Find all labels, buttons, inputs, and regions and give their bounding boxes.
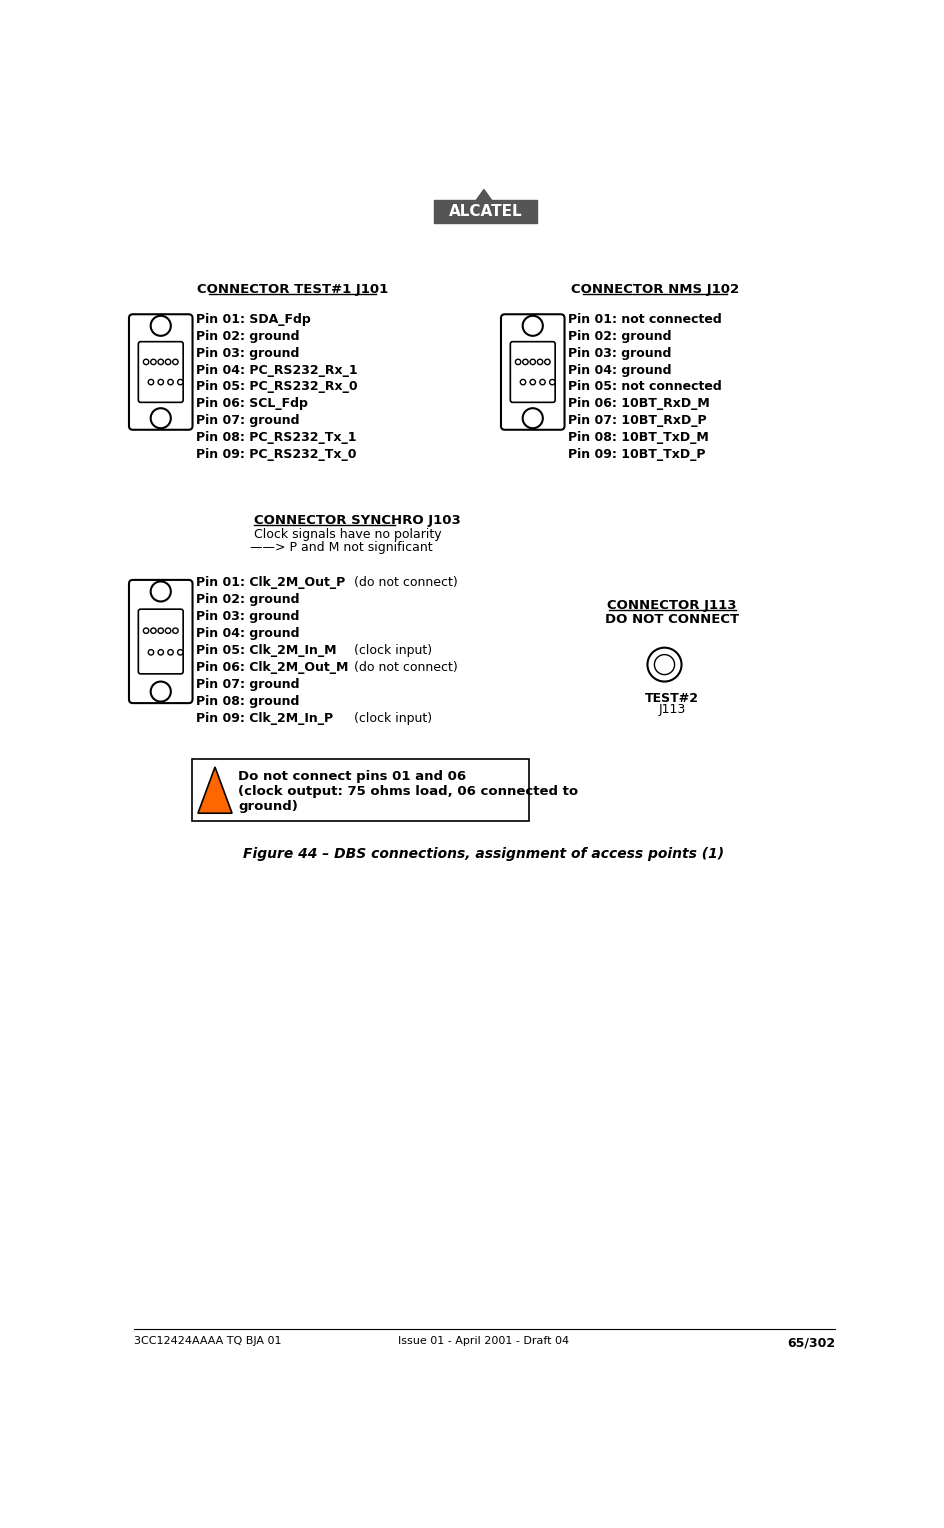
- Circle shape: [654, 654, 674, 675]
- Text: Pin 06: Clk_2M_Out_M: Pin 06: Clk_2M_Out_M: [195, 660, 347, 674]
- Text: J113: J113: [658, 703, 685, 717]
- Text: Pin 01: not connected: Pin 01: not connected: [567, 313, 720, 325]
- Bar: [192, 759, 529, 821]
- Circle shape: [520, 379, 525, 385]
- Text: Clock signals have no polarity: Clock signals have no polarity: [249, 529, 441, 541]
- Text: Pin 05: PC_RS232_Rx_0: Pin 05: PC_RS232_Rx_0: [195, 380, 357, 394]
- Text: Pin 01: Clk_2M_Out_P: Pin 01: Clk_2M_Out_P: [195, 576, 345, 590]
- Text: DO NOT CONNECT: DO NOT CONNECT: [604, 613, 738, 626]
- Text: Pin 04: PC_RS232_Rx_1: Pin 04: PC_RS232_Rx_1: [195, 364, 357, 376]
- Text: ——> P and M not significant: ——> P and M not significant: [249, 541, 432, 553]
- Circle shape: [539, 379, 545, 385]
- Circle shape: [522, 359, 528, 365]
- Circle shape: [647, 648, 681, 681]
- Circle shape: [514, 359, 520, 365]
- Circle shape: [158, 359, 163, 365]
- Text: Pin 01: SDA_Fdp: Pin 01: SDA_Fdp: [195, 313, 310, 325]
- Circle shape: [530, 359, 535, 365]
- Circle shape: [150, 681, 171, 701]
- Circle shape: [158, 649, 163, 656]
- Text: Pin 08: PC_RS232_Tx_1: Pin 08: PC_RS232_Tx_1: [195, 431, 356, 445]
- Circle shape: [549, 379, 554, 385]
- FancyBboxPatch shape: [128, 315, 193, 429]
- FancyBboxPatch shape: [500, 315, 564, 429]
- Circle shape: [165, 628, 171, 634]
- Circle shape: [148, 649, 154, 656]
- Text: CONNECTOR TEST#1 J101: CONNECTOR TEST#1 J101: [196, 284, 388, 296]
- Circle shape: [158, 628, 163, 634]
- Text: Pin 02: ground: Pin 02: ground: [195, 330, 299, 342]
- Text: Pin 05: not connected: Pin 05: not connected: [567, 380, 720, 394]
- Polygon shape: [197, 767, 232, 813]
- Text: 65/302: 65/302: [786, 1335, 834, 1349]
- Circle shape: [158, 379, 163, 385]
- Text: (do not connect): (do not connect): [354, 576, 458, 590]
- Circle shape: [150, 628, 156, 634]
- Circle shape: [168, 379, 173, 385]
- Text: Pin 09: Clk_2M_In_P: Pin 09: Clk_2M_In_P: [195, 712, 332, 724]
- Circle shape: [537, 359, 542, 365]
- Text: Pin 08: ground: Pin 08: ground: [195, 695, 298, 707]
- Circle shape: [150, 316, 171, 336]
- Text: CONNECTOR SYNCHRO J103: CONNECTOR SYNCHRO J103: [254, 515, 460, 527]
- Circle shape: [544, 359, 549, 365]
- Text: CONNECTOR NMS J102: CONNECTOR NMS J102: [570, 284, 738, 296]
- Circle shape: [165, 359, 171, 365]
- Text: Pin 03: ground: Pin 03: ground: [195, 347, 298, 359]
- Text: Pin 04: ground: Pin 04: ground: [195, 626, 299, 640]
- Text: Pin 09: PC_RS232_Tx_0: Pin 09: PC_RS232_Tx_0: [195, 448, 356, 461]
- Circle shape: [143, 628, 148, 634]
- Text: TEST#2: TEST#2: [645, 692, 699, 704]
- Circle shape: [150, 582, 171, 602]
- Text: Pin 06: 10BT_RxD_M: Pin 06: 10BT_RxD_M: [567, 397, 709, 411]
- FancyBboxPatch shape: [510, 342, 554, 402]
- Circle shape: [150, 408, 171, 428]
- Text: Issue 01 - April 2001 - Draft 04: Issue 01 - April 2001 - Draft 04: [398, 1335, 569, 1346]
- FancyBboxPatch shape: [138, 342, 183, 402]
- Circle shape: [143, 359, 148, 365]
- Text: Pin 03: ground: Pin 03: ground: [567, 347, 670, 359]
- Circle shape: [530, 379, 535, 385]
- Circle shape: [177, 649, 183, 656]
- Circle shape: [148, 379, 154, 385]
- Text: Pin 07: 10BT_RxD_P: Pin 07: 10BT_RxD_P: [567, 414, 705, 428]
- Text: Pin 03: ground: Pin 03: ground: [195, 610, 298, 623]
- Circle shape: [173, 628, 177, 634]
- Circle shape: [168, 649, 173, 656]
- FancyBboxPatch shape: [138, 610, 183, 674]
- Circle shape: [522, 316, 542, 336]
- Text: Do not connect pins 01 and 06
(clock output: 75 ohms load, 06 connected to
groun: Do not connect pins 01 and 06 (clock out…: [238, 770, 578, 813]
- Circle shape: [177, 379, 183, 385]
- Bar: [434, 200, 536, 223]
- Text: Pin 04: ground: Pin 04: ground: [567, 364, 670, 376]
- Text: Pin 08: 10BT_TxD_M: Pin 08: 10BT_TxD_M: [567, 431, 708, 445]
- Text: CONNECTOR J113: CONNECTOR J113: [607, 599, 736, 613]
- Text: (do not connect): (do not connect): [354, 660, 458, 674]
- Text: ALCATEL: ALCATEL: [448, 205, 522, 220]
- Circle shape: [522, 408, 542, 428]
- Polygon shape: [476, 189, 491, 200]
- Text: (clock input): (clock input): [354, 643, 432, 657]
- Text: Pin 07: ground: Pin 07: ground: [195, 414, 299, 428]
- Text: (clock input): (clock input): [354, 712, 432, 724]
- Text: Pin 09: 10BT_TxD_P: Pin 09: 10BT_TxD_P: [567, 448, 704, 461]
- Circle shape: [173, 359, 177, 365]
- Text: Figure 44 – DBS connections, assignment of access points (1): Figure 44 – DBS connections, assignment …: [244, 847, 724, 862]
- Text: Pin 02: ground: Pin 02: ground: [567, 330, 670, 342]
- Text: 3CC12424AAAA TQ BJA 01: 3CC12424AAAA TQ BJA 01: [133, 1335, 280, 1346]
- Text: Pin 05: Clk_2M_In_M: Pin 05: Clk_2M_In_M: [195, 643, 336, 657]
- Text: Pin 06: SCL_Fdp: Pin 06: SCL_Fdp: [195, 397, 307, 411]
- Circle shape: [150, 359, 156, 365]
- FancyBboxPatch shape: [128, 581, 193, 703]
- Text: Pin 02: ground: Pin 02: ground: [195, 593, 299, 607]
- Text: Pin 07: ground: Pin 07: ground: [195, 678, 299, 691]
